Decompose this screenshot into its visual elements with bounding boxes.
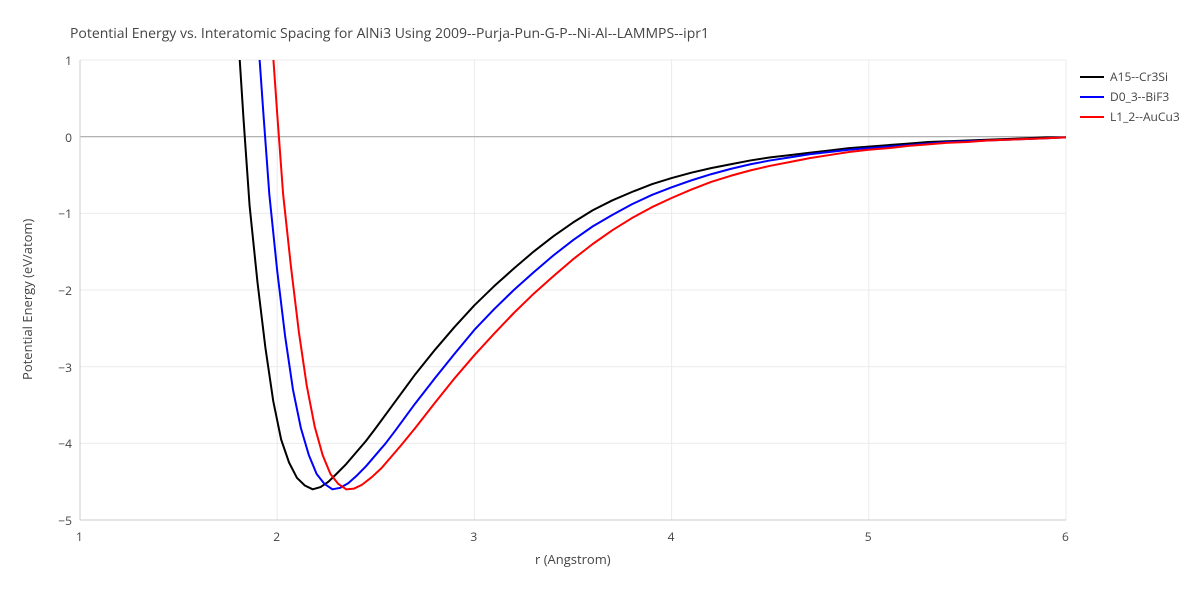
y-tick-label: 0: [65, 129, 72, 146]
y-tick-label: −3: [58, 359, 72, 376]
legend: A15--Cr3Si D0_3--BiF3 L1_2--AuCu3: [1080, 68, 1180, 128]
y-tick-label: −4: [58, 435, 72, 452]
series-line: [238, 29, 1066, 489]
x-tick-label: 6: [1062, 528, 1069, 545]
y-tick-label: 1: [65, 52, 72, 69]
chart-plot: [0, 0, 1200, 600]
x-tick-label: 4: [668, 528, 675, 545]
y-tick-label: −2: [58, 282, 72, 299]
legend-swatch: [1080, 96, 1104, 98]
series-line: [271, 29, 1066, 489]
legend-label: A15--Cr3Si: [1110, 68, 1168, 85]
y-tick-label: −1: [58, 205, 72, 222]
legend-item[interactable]: L1_2--AuCu3: [1080, 108, 1180, 125]
legend-swatch: [1080, 76, 1104, 78]
y-tick-label: −5: [58, 512, 72, 529]
x-tick-label: 5: [865, 528, 872, 545]
legend-item[interactable]: A15--Cr3Si: [1080, 68, 1180, 85]
x-tick-label: 3: [470, 528, 477, 545]
legend-swatch: [1080, 116, 1104, 118]
series-line: [257, 29, 1066, 489]
legend-label: L1_2--AuCu3: [1110, 108, 1180, 125]
legend-label: D0_3--BiF3: [1110, 88, 1169, 105]
x-tick-label: 1: [76, 528, 83, 545]
legend-item[interactable]: D0_3--BiF3: [1080, 88, 1180, 105]
x-tick-label: 2: [273, 528, 280, 545]
